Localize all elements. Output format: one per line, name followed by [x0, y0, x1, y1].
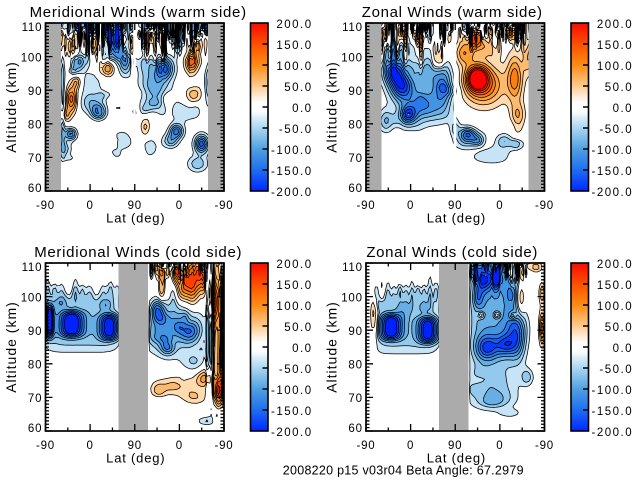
- svg-text:0.0: 0.0: [613, 103, 634, 115]
- svg-text:Lat (deg): Lat (deg): [427, 211, 486, 226]
- svg-text:110: 110: [22, 22, 43, 34]
- svg-text:90: 90: [128, 200, 142, 212]
- svg-text:200.0: 200.0: [597, 19, 633, 31]
- svg-text:0: 0: [407, 200, 414, 212]
- svg-text:-90: -90: [535, 440, 554, 452]
- svg-text:90: 90: [448, 440, 462, 452]
- svg-text:Altitude (km): Altitude (km): [324, 61, 340, 153]
- svg-text:Meridional Winds (cold side): Meridional Winds (cold side): [34, 244, 242, 261]
- svg-text:90: 90: [28, 326, 42, 338]
- svg-text:100.0: 100.0: [276, 301, 312, 313]
- svg-text:90: 90: [448, 200, 462, 212]
- svg-text:150.0: 150.0: [597, 40, 633, 52]
- svg-text:-50.0: -50.0: [599, 364, 633, 376]
- svg-text:-200.0: -200.0: [271, 187, 313, 199]
- svg-text:90: 90: [128, 440, 142, 452]
- svg-text:200.0: 200.0: [276, 19, 312, 31]
- svg-text:70: 70: [28, 153, 42, 165]
- svg-text:Lat (deg): Lat (deg): [106, 211, 165, 226]
- svg-text:80: 80: [348, 120, 362, 132]
- svg-text:Zonal Winds (cold side): Zonal Winds (cold side): [366, 244, 538, 261]
- svg-text:90: 90: [348, 86, 362, 98]
- svg-text:60: 60: [28, 183, 42, 195]
- svg-text:-90: -90: [36, 200, 55, 212]
- svg-text:110: 110: [22, 262, 43, 274]
- svg-text:-100.0: -100.0: [591, 145, 633, 157]
- svg-text:-90: -90: [214, 440, 233, 452]
- svg-text:-100.0: -100.0: [271, 385, 313, 397]
- svg-text:0: 0: [407, 440, 414, 452]
- svg-text:Lat (deg): Lat (deg): [106, 451, 165, 466]
- svg-text:150.0: 150.0: [276, 280, 312, 292]
- svg-text:2008220 p15 v03r04 Beta Angle:: 2008220 p15 v03r04 Beta Angle: 67.2979: [283, 464, 524, 478]
- svg-text:80: 80: [28, 120, 42, 132]
- svg-text:90: 90: [348, 326, 362, 338]
- svg-text:-150.0: -150.0: [271, 166, 313, 178]
- svg-text:-100.0: -100.0: [591, 385, 633, 397]
- svg-text:-200.0: -200.0: [591, 187, 633, 199]
- svg-text:60: 60: [348, 183, 362, 195]
- svg-text:-90: -90: [214, 200, 233, 212]
- svg-text:100: 100: [341, 52, 363, 64]
- svg-text:100.0: 100.0: [276, 61, 312, 73]
- svg-text:-90: -90: [356, 440, 375, 452]
- svg-text:50.0: 50.0: [284, 82, 312, 94]
- svg-text:0: 0: [176, 200, 183, 212]
- svg-text:70: 70: [348, 153, 362, 165]
- svg-text:50.0: 50.0: [605, 82, 633, 94]
- svg-text:Zonal Winds (warm side): Zonal Winds (warm side): [362, 4, 543, 21]
- svg-text:-200.0: -200.0: [591, 427, 633, 439]
- svg-text:150.0: 150.0: [597, 280, 633, 292]
- svg-text:100: 100: [21, 52, 43, 64]
- svg-text:80: 80: [28, 360, 42, 372]
- svg-text:100.0: 100.0: [597, 61, 633, 73]
- svg-text:0: 0: [86, 440, 93, 452]
- svg-text:70: 70: [28, 393, 42, 405]
- svg-text:Altitude (km): Altitude (km): [3, 61, 19, 153]
- svg-text:-150.0: -150.0: [591, 166, 633, 178]
- svg-text:-50.0: -50.0: [279, 364, 313, 376]
- svg-text:200.0: 200.0: [276, 259, 312, 271]
- svg-text:60: 60: [348, 423, 362, 435]
- svg-text:110: 110: [342, 22, 363, 34]
- svg-text:0: 0: [176, 440, 183, 452]
- svg-text:110: 110: [342, 262, 363, 274]
- svg-text:150.0: 150.0: [276, 40, 312, 52]
- svg-text:200.0: 200.0: [597, 259, 633, 271]
- svg-text:100.0: 100.0: [597, 301, 633, 313]
- svg-text:60: 60: [28, 423, 42, 435]
- svg-text:50.0: 50.0: [605, 322, 633, 334]
- svg-text:0: 0: [496, 200, 503, 212]
- svg-text:100: 100: [341, 292, 363, 304]
- svg-text:-90: -90: [356, 200, 375, 212]
- svg-text:-90: -90: [535, 200, 554, 212]
- svg-text:Altitude (km): Altitude (km): [3, 301, 19, 393]
- svg-text:50.0: 50.0: [284, 322, 312, 334]
- svg-text:0.0: 0.0: [613, 343, 634, 355]
- svg-text:-150.0: -150.0: [591, 406, 633, 418]
- svg-text:-50.0: -50.0: [599, 124, 633, 136]
- svg-text:90: 90: [28, 86, 42, 98]
- svg-text:70: 70: [348, 393, 362, 405]
- svg-text:80: 80: [348, 360, 362, 372]
- svg-text:0: 0: [496, 440, 503, 452]
- svg-text:-200.0: -200.0: [271, 427, 313, 439]
- svg-text:0.0: 0.0: [292, 343, 313, 355]
- svg-text:-150.0: -150.0: [271, 406, 313, 418]
- svg-text:-100.0: -100.0: [271, 145, 313, 157]
- svg-text:Altitude (km): Altitude (km): [324, 301, 340, 393]
- svg-text:-50.0: -50.0: [279, 124, 313, 136]
- svg-text:Lat (deg): Lat (deg): [427, 451, 486, 466]
- svg-text:Meridional Winds (warm side): Meridional Winds (warm side): [30, 4, 247, 21]
- svg-text:100: 100: [21, 292, 43, 304]
- svg-text:0: 0: [86, 200, 93, 212]
- svg-text:-90: -90: [36, 440, 55, 452]
- svg-text:0.0: 0.0: [292, 103, 313, 115]
